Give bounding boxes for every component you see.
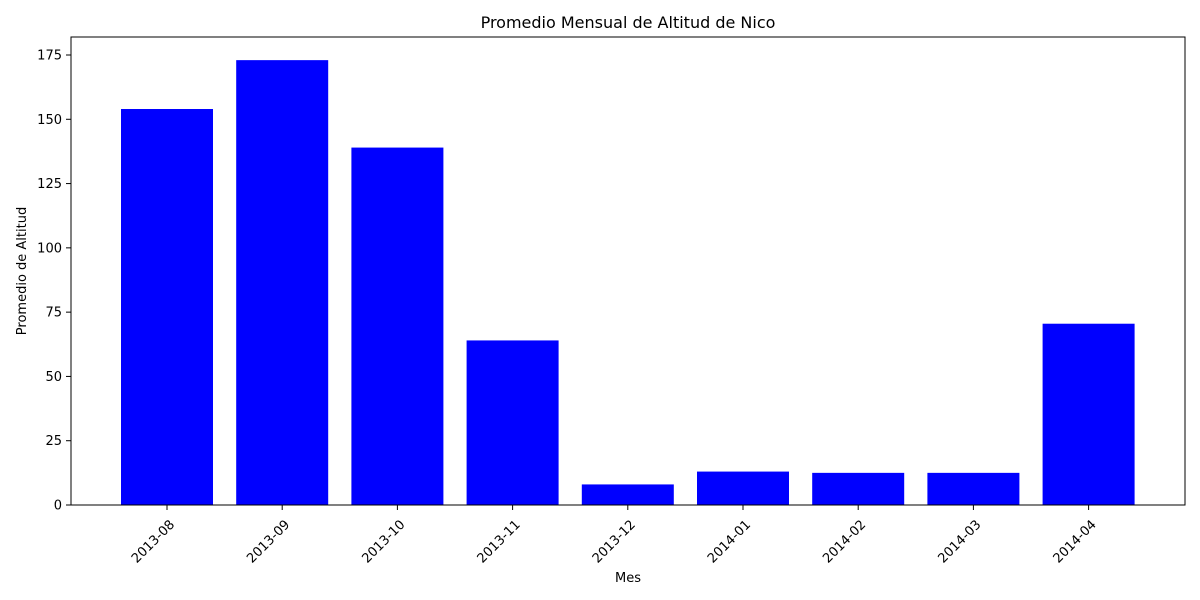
x-tick-label: 2014-03 — [935, 517, 984, 566]
x-tick-label: 2013-09 — [244, 517, 293, 566]
plot-area — [121, 60, 1135, 506]
bar-2014-03 — [927, 472, 1020, 505]
x-tick-label: 2014-04 — [1051, 517, 1100, 566]
bar-2013-09 — [236, 60, 329, 506]
bar-2013-12 — [581, 484, 674, 505]
bar-2013-10 — [351, 147, 444, 506]
x-tick-label: 2014-01 — [705, 517, 754, 566]
y-tick-label: 50 — [45, 370, 62, 385]
y-axis: 0 25 50 75 100 125 150 175 — [37, 49, 71, 514]
y-tick-label: 100 — [37, 241, 62, 256]
chart-title: Promedio Mensual de Altitud de Nico — [481, 13, 776, 32]
x-tick-label: 2013-11 — [475, 517, 524, 566]
x-tick-label: 2013-08 — [129, 517, 178, 566]
bar-2013-11 — [466, 340, 559, 505]
y-tick-label: 25 — [45, 434, 62, 449]
bar-2014-04 — [1042, 323, 1135, 505]
y-tick-label: 175 — [37, 49, 62, 64]
y-tick-label: 0 — [54, 499, 62, 514]
bar-2013-08 — [121, 109, 213, 505]
bar-2014-01 — [697, 471, 789, 505]
x-axis-label: Mes — [615, 571, 641, 586]
x-tick-label: 2013-10 — [359, 517, 408, 566]
y-tick-label: 125 — [37, 177, 62, 192]
x-tick-label: 2013-12 — [590, 517, 639, 566]
x-tick-label: 2014-02 — [820, 517, 869, 566]
y-tick-label: 75 — [45, 306, 62, 321]
x-axis: 2013-08 2013-09 2013-10 2013-11 2013-12 2014-… — [129, 505, 1100, 566]
bar-2014-02 — [812, 472, 905, 505]
y-axis-label: Promedio de Altitud — [15, 207, 30, 335]
y-tick-label: 150 — [37, 113, 62, 128]
